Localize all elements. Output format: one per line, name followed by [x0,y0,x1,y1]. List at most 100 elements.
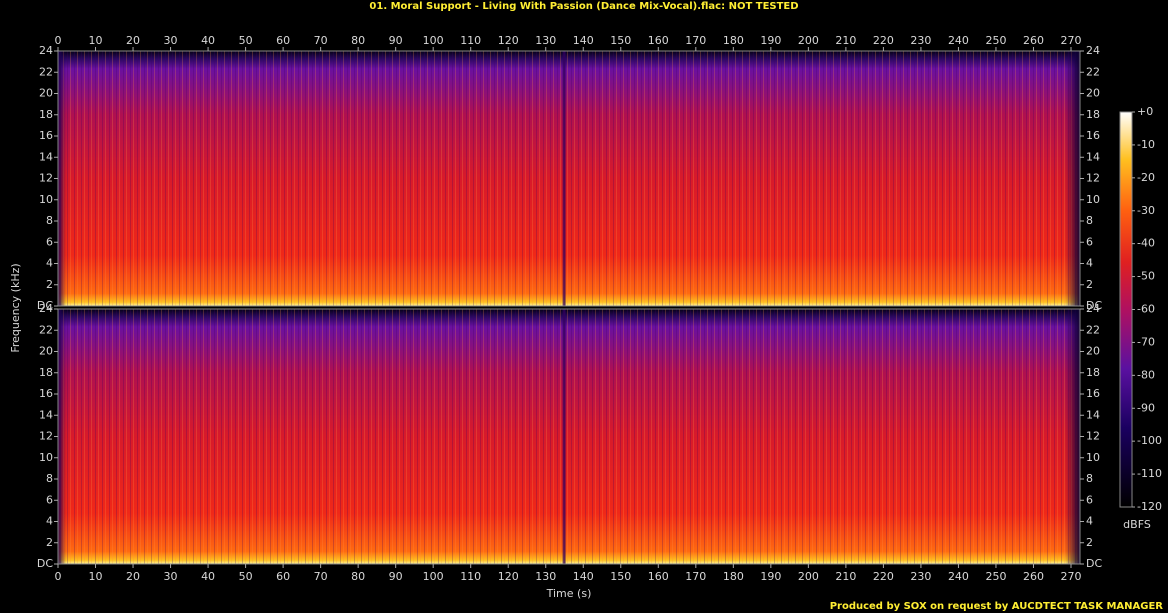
y-tick-label: 4 [46,257,53,270]
spectrogram-edge [58,51,1080,306]
x-tick-label-top: 10 [89,34,103,47]
colorbar-tick-label: -10 [1137,138,1155,151]
x-tick-label-top: 210 [835,34,856,47]
x-tick-label-top: 70 [314,34,328,47]
y-tick-label-right: 16 [1086,129,1100,142]
y-tick-label-right: 12 [1086,172,1100,185]
x-tick-label: 130 [535,570,556,583]
x-tick-label: 210 [835,570,856,583]
x-tick-label-top: 80 [351,34,365,47]
x-tick-label-top: 120 [498,34,519,47]
y-tick-label-right: 24 [1086,44,1100,57]
y-tick-label: 6 [46,493,53,506]
x-tick-label: 190 [760,570,781,583]
x-tick-label: 20 [126,570,140,583]
y-tick-label: 10 [39,193,53,206]
y-tick-label: 14 [39,150,53,163]
x-tick-label-top: 130 [535,34,556,47]
y-tick-label: 20 [39,87,53,100]
x-tick-label-top: 0 [55,34,62,47]
x-tick-label: 30 [164,570,178,583]
x-tick-label-top: 30 [164,34,178,47]
colorbar-tick-label: -80 [1137,368,1155,381]
y-tick-label: 4 [46,515,53,528]
x-tick-label-top: 200 [798,34,819,47]
x-tick-label-top: 110 [460,34,481,47]
y-tick-label: 12 [39,430,53,443]
x-tick-label: 100 [423,570,444,583]
y-tick-label: 24 [39,302,53,315]
x-tick-label-top: 180 [723,34,744,47]
x-tick-label: 90 [389,570,403,583]
y-tick-label-right: 18 [1086,366,1100,379]
x-tick-label: 270 [1060,570,1081,583]
y-tick-label: 18 [39,108,53,121]
x-tick-label-top: 100 [423,34,444,47]
y-tick-label-right: 8 [1086,472,1093,485]
x-tick-label: 220 [873,570,894,583]
x-tick-label: 260 [1023,570,1044,583]
y-tick-label-right: 8 [1086,214,1093,227]
y-tick-label: 2 [46,536,53,549]
y-tick-label: 10 [39,451,53,464]
colorbar-tick-label: -20 [1137,171,1155,184]
colorbar-label: dBFS [1123,518,1151,531]
y-tick-label: 8 [46,214,53,227]
x-tick-label-top: 40 [201,34,215,47]
colorbar-tick-label: -30 [1137,204,1155,217]
y-tick-label-right: 18 [1086,108,1100,121]
silence-gap [562,51,566,306]
y-tick-label: 6 [46,235,53,248]
x-tick-label-top: 160 [648,34,669,47]
x-tick-label-top: 260 [1023,34,1044,47]
spectrogram-edge [58,309,1080,564]
y-tick-label: 12 [39,172,53,185]
x-tick-label: 120 [498,570,519,583]
y-tick-label: 24 [39,44,53,57]
x-tick-label: 40 [201,570,215,583]
x-tick-label-top: 190 [760,34,781,47]
footer: Produced by SOX on request by AUCDTECT T… [830,601,1164,612]
colorbar-tick-label: -50 [1137,270,1155,283]
y-tick-label: 16 [39,387,53,400]
x-tick-label: 230 [910,570,931,583]
x-tick-label: 0 [55,570,62,583]
y-tick-label: 14 [39,408,53,421]
x-tick-label: 160 [648,570,669,583]
y-tick-label-right: DC [1086,299,1102,312]
y-tick-label: 8 [46,472,53,485]
x-tick-label: 140 [573,570,594,583]
x-tick-label: 50 [239,570,253,583]
x-tick-label-top: 250 [985,34,1006,47]
colorbar-tick-label: -40 [1137,237,1155,250]
y-tick-label-right: 10 [1086,451,1100,464]
x-tick-label: 60 [276,570,290,583]
y-tick-label-right: 12 [1086,430,1100,443]
x-tick-label: 70 [314,570,328,583]
y-tick-label-right: 6 [1086,235,1093,248]
x-tick-label-top: 170 [685,34,706,47]
y-axis-label: Frequency (kHz) [9,263,22,352]
y-tick-label-right: 20 [1086,345,1100,358]
colorbar-tick-label: -60 [1137,303,1155,316]
colorbar-tick-label: -100 [1137,434,1162,447]
x-tick-label: 200 [798,570,819,583]
silence-gap [562,309,566,564]
y-tick-label-right: 6 [1086,493,1093,506]
y-tick-label-right: 2 [1086,278,1093,291]
x-tick-label: 240 [948,570,969,583]
colorbar [1119,111,1133,508]
y-tick-label-right: 20 [1086,87,1100,100]
colorbar-tick-label: -90 [1137,401,1155,414]
y-tick-label: 16 [39,129,53,142]
x-tick-label: 170 [685,570,706,583]
x-tick-label-top: 20 [126,34,140,47]
x-tick-label: 110 [460,570,481,583]
x-tick-label-top: 60 [276,34,290,47]
x-tick-label: 10 [89,570,103,583]
y-tick-label-right: 14 [1086,150,1100,163]
chart-title: 01. Moral Support - Living With Passion … [369,1,798,12]
colorbar-tick-label: -70 [1137,335,1155,348]
x-tick-label-top: 220 [873,34,894,47]
